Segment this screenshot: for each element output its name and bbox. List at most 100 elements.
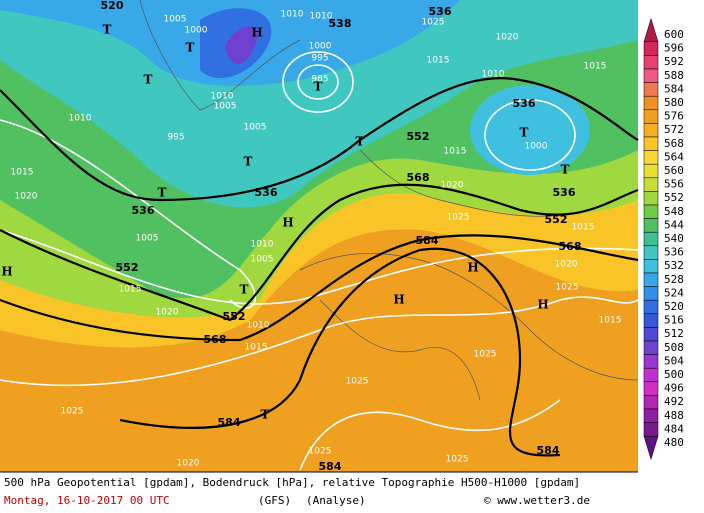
colorbar-label: 576 [664, 110, 684, 123]
contour-label: 552 [223, 310, 246, 323]
contour-label: 584 [319, 460, 342, 473]
pressure-label: 1015 [444, 147, 467, 157]
colorbar-label: 536 [664, 246, 684, 259]
colorbar-label: 560 [664, 164, 684, 177]
pressure-label: 1005 [244, 123, 267, 133]
colorbar-label: 572 [664, 123, 684, 136]
pressure-label: 1015 [599, 316, 622, 326]
colorbar-cell [643, 395, 659, 410]
pressure-center: T [261, 408, 270, 422]
pressure-center: H [467, 261, 478, 275]
colorbar-label: 520 [664, 300, 684, 313]
colorbar-cell [643, 272, 659, 287]
colorbar-label: 568 [664, 137, 684, 150]
isobars [0, 51, 639, 471]
colorbar-cell [643, 340, 659, 355]
contour-label: 536 [513, 97, 536, 110]
band-fill [470, 85, 590, 175]
pressure-label: 1010 [251, 240, 274, 250]
colorbar-label: 484 [664, 422, 684, 435]
pressure-label: 1025 [346, 377, 369, 387]
contour-label: 536 [255, 186, 278, 199]
colorbar-cell [643, 163, 659, 179]
date: Montag, 16-10-2017 00 UTC [4, 494, 170, 507]
colorbar-cell [643, 109, 659, 124]
colorbar-cell [643, 95, 659, 111]
contour-label: 568 [559, 240, 582, 253]
colorbar-cell [643, 82, 659, 97]
pressure-label: 1010 [310, 12, 333, 22]
pressure-label: 1010 [482, 70, 505, 80]
pressure-center: T [103, 23, 112, 37]
colorbar-label: 480 [664, 436, 684, 449]
pressure-label: 1020 [441, 181, 464, 191]
colorbar-cell [643, 150, 659, 165]
colorbar-cell [643, 313, 659, 328]
pressure-label: 1000 [309, 42, 332, 52]
pressure-label: 995 [167, 133, 184, 143]
pressure-label: 1020 [15, 192, 38, 202]
pressure-label: 1025 [422, 18, 445, 28]
contour-label: 568 [204, 333, 227, 346]
colorbar-cell [643, 245, 659, 260]
colorbar-cell [643, 123, 659, 138]
pressure-label: 1000 [525, 142, 548, 152]
pressure-label: 1015 [119, 285, 142, 295]
pressure-label: 1005 [164, 15, 187, 25]
footer-background [0, 472, 638, 513]
colorbar-cell [643, 191, 659, 206]
colorbar-label: 592 [664, 55, 684, 68]
pressure-label: 1025 [309, 447, 332, 457]
pressure-center: H [537, 298, 548, 312]
contour-label: 520 [101, 0, 124, 12]
colorbar-label: 596 [664, 42, 684, 55]
pressure-center: T [158, 186, 167, 200]
colorbar-label: 540 [664, 232, 684, 245]
pressure-center: T [244, 155, 253, 169]
colorbar-cell [643, 422, 659, 437]
colorbar-label: 552 [664, 191, 684, 204]
colorbar-cell [643, 218, 659, 233]
colorbar-cell [643, 136, 659, 151]
colorbar-label: 544 [664, 218, 684, 231]
colorbar-label: 500 [664, 368, 684, 381]
map-area [0, 0, 639, 472]
colorbar-cell [643, 204, 659, 219]
pressure-label: 985 [311, 75, 328, 85]
model: (GFS) [258, 494, 291, 507]
pressure-label: 1025 [556, 283, 579, 293]
contour-label: 536 [429, 5, 452, 18]
colorbar-tip [643, 435, 659, 461]
pressure-label: 1025 [474, 350, 497, 360]
colorbar-cell [643, 177, 659, 192]
pressure-center: H [393, 293, 404, 307]
colorbar-label: 496 [664, 382, 684, 395]
colorbar-label: 492 [664, 395, 684, 408]
pressure-label: 1020 [555, 260, 578, 270]
pressure-label: 1025 [447, 213, 470, 223]
pressure-center: H [1, 265, 12, 279]
pressure-label: 1020 [156, 308, 179, 318]
pressure-label: 1010 [211, 92, 234, 102]
band-fill [225, 26, 258, 64]
pressure-label: 1015 [584, 62, 607, 72]
pressure-center: T [144, 73, 153, 87]
pressure-label: 1010 [247, 321, 270, 331]
pressure-label: 1010 [281, 10, 304, 20]
colorbar-label: 564 [664, 150, 684, 163]
colorbar-label: 508 [664, 341, 684, 354]
colorbar-cell [643, 259, 659, 274]
pressure-center: H [251, 26, 262, 40]
pressure-label: 1025 [446, 455, 469, 465]
contour-label: 584 [537, 444, 560, 457]
contour-label: 552 [116, 261, 139, 274]
pressure-label: 1005 [214, 102, 237, 112]
caption: 500 hPa Geopotential [gpdam], Bodendruck… [4, 476, 580, 489]
colorbar-label: 488 [664, 409, 684, 422]
pressure-label: 1015 [572, 223, 595, 233]
colorbar-label: 548 [664, 205, 684, 218]
mode: (Analyse) [306, 494, 366, 507]
colorbar-scale: 6005965925885845805765725685645605565525… [643, 17, 684, 461]
